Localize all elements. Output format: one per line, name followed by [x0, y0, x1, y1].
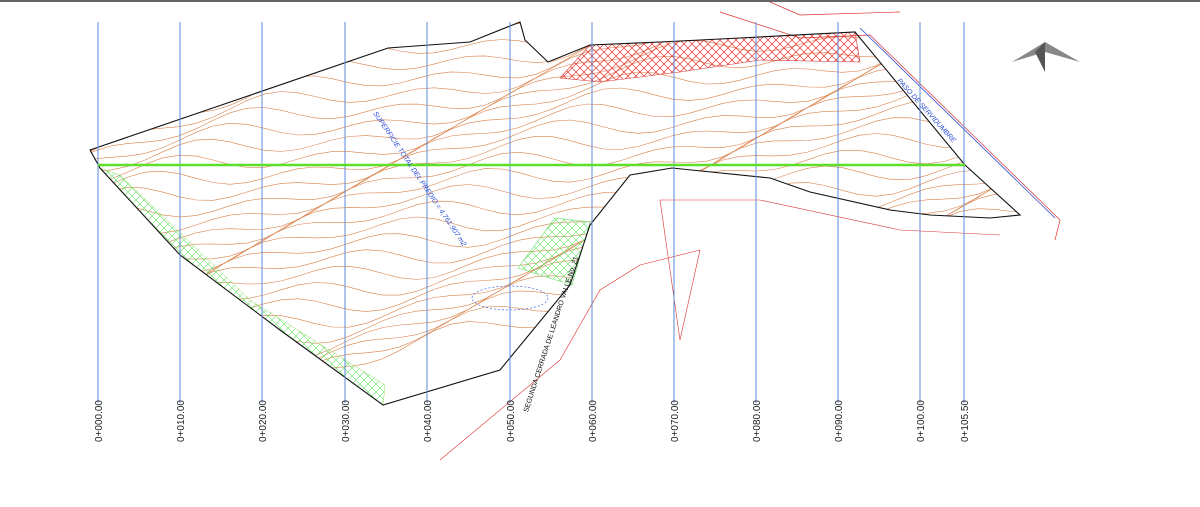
- station-label: 0+080.00: [752, 400, 763, 442]
- contour: [90, 22, 1020, 170]
- stations: 0+000.00 0+010.00 0+020.00 0+030.00 0+040.00…: [94, 22, 971, 442]
- contour: [60, 0, 1080, 16]
- contour: [90, 52, 1020, 234]
- contour: [90, 36, 1020, 218]
- station-label: 0+000.00: [94, 400, 105, 442]
- contour: [90, 22, 1020, 73]
- station-label: 0+030.00: [341, 400, 352, 442]
- road-edge: [439, 199, 1001, 461]
- easement-line: [859, 27, 1056, 219]
- contour: [90, 124, 1020, 310]
- station-label: 0+090.00: [834, 400, 845, 442]
- station-label: 0+100.00: [916, 400, 927, 442]
- contours: [60, 0, 1080, 405]
- station-label: 0+105.50: [960, 400, 971, 442]
- contour: [90, 95, 1020, 283]
- station-label: 0+060.00: [588, 400, 599, 442]
- station-label: 0+050.00: [506, 400, 517, 442]
- contour: [90, 22, 1020, 57]
- station-label: 0+040.00: [423, 400, 434, 442]
- contour: [90, 22, 1020, 99]
- road-edge: [769, 1, 901, 16]
- station-label: 0+070.00: [670, 400, 681, 442]
- green-area: [517, 217, 591, 286]
- north-arrow: [1012, 42, 1080, 72]
- station-label: 0+020.00: [258, 400, 269, 442]
- road-edge: [719, 11, 1061, 241]
- contour: [90, 22, 1020, 25]
- street-label: SEGUNDA CERRADA DE LEANDRO VALLE No. 21: [523, 256, 580, 414]
- contour: [60, 0, 1080, 14]
- area-label: SUPERFICIE TOTAL DEL PREDIO = 4,761.907 …: [371, 111, 467, 248]
- contour: [90, 22, 1020, 161]
- contour: [90, 22, 1020, 41]
- slope-area: [99, 167, 386, 406]
- contour: [90, 22, 1020, 176]
- lot-boundary: [89, 21, 1022, 406]
- station-label: 0+010.00: [176, 400, 187, 442]
- contour: [60, 0, 1080, 16]
- contour: [90, 22, 1020, 200]
